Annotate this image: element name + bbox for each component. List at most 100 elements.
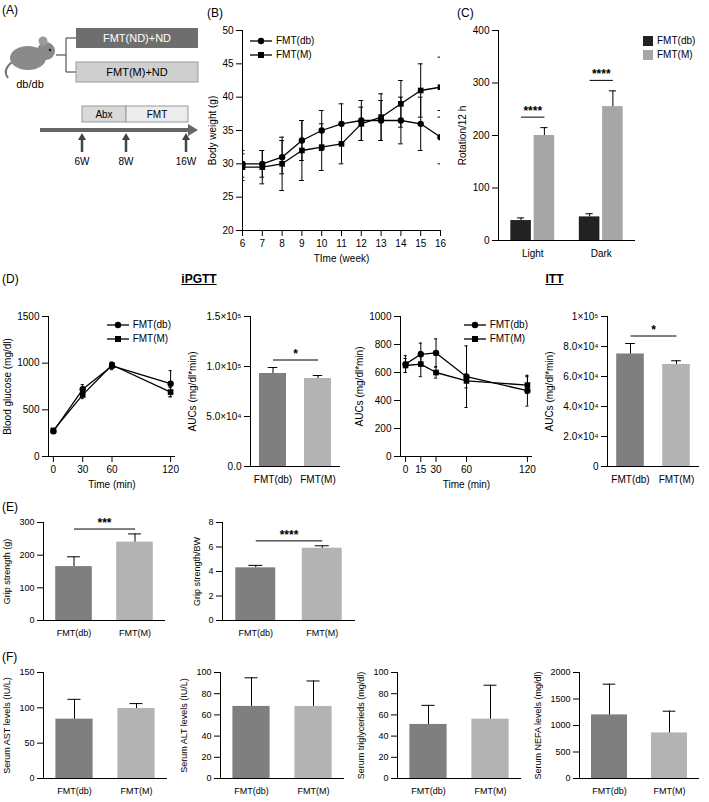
svg-text:35: 35	[222, 125, 234, 136]
svg-text:60: 60	[378, 710, 388, 720]
svg-text:1500: 1500	[550, 694, 570, 704]
svg-text:Rotation/12 h: Rotation/12 h	[457, 106, 468, 166]
svg-text:FMT(M): FMT(M)	[654, 786, 686, 796]
svg-text:15: 15	[415, 238, 427, 249]
svg-text:Grip strength/BW: Grip strength/BW	[192, 536, 202, 606]
svg-text:200: 200	[473, 130, 490, 141]
svg-text:FMT(M): FMT(M)	[475, 786, 507, 796]
svg-text:FMT(M)+ND: FMT(M)+ND	[106, 66, 167, 78]
svg-text:120: 120	[519, 464, 536, 475]
svg-text:100: 100	[196, 667, 211, 677]
svg-text:0: 0	[34, 451, 40, 462]
svg-text:600: 600	[375, 367, 392, 378]
svg-text:60: 60	[201, 710, 211, 720]
svg-text:Serum triglycerieds (mg/dl): Serum triglycerieds (mg/dl)	[356, 672, 366, 780]
svg-text:50: 50	[24, 738, 34, 748]
svg-text:200: 200	[19, 550, 34, 560]
svg-text:0: 0	[383, 773, 388, 783]
svg-text:FMT(db): FMT(db)	[239, 628, 274, 638]
svg-text:15: 15	[415, 464, 427, 475]
svg-text:60: 60	[461, 464, 473, 475]
svg-text:0: 0	[29, 773, 34, 783]
svg-text:Time (min): Time (min)	[443, 479, 490, 490]
svg-text:6.0×10⁴: 6.0×10⁴	[563, 371, 598, 382]
svg-text:200: 200	[375, 423, 392, 434]
svg-text:FMT(db): FMT(db)	[234, 786, 269, 796]
svg-text:0.0: 0.0	[228, 461, 242, 472]
svg-text:16: 16	[435, 238, 447, 249]
svg-text:FMT(db): FMT(db)	[57, 786, 92, 796]
svg-text:100: 100	[473, 182, 490, 193]
svg-text:40: 40	[201, 731, 211, 741]
svg-text:400: 400	[473, 25, 490, 36]
svg-text:Dark: Dark	[591, 248, 613, 259]
svg-text:80: 80	[201, 689, 211, 699]
svg-text:0: 0	[565, 773, 570, 783]
svg-text:FMT(ND)+ND: FMT(ND)+ND	[103, 32, 171, 44]
svg-text:100: 100	[373, 667, 388, 677]
svg-text:TIme (week): TIme (week)	[314, 253, 370, 264]
svg-text:Grip strength (g): Grip strength (g)	[2, 539, 12, 605]
svg-text:45: 45	[222, 58, 234, 69]
svg-text:20: 20	[201, 752, 211, 762]
svg-text:1000: 1000	[369, 311, 392, 322]
svg-text:Serum ALT levels (IU/L): Serum ALT levels (IU/L)	[179, 678, 189, 773]
svg-text:****: ****	[280, 528, 299, 542]
svg-text:300: 300	[19, 517, 34, 527]
svg-text:FMT(M): FMT(M)	[121, 786, 153, 796]
svg-text:FMT(M): FMT(M)	[659, 474, 695, 485]
svg-text:8: 8	[279, 238, 285, 249]
svg-text:50: 50	[222, 25, 234, 36]
svg-text:AUCs (mg/dl*min): AUCs (mg/dl*min)	[544, 351, 555, 431]
svg-text:25: 25	[222, 191, 234, 202]
svg-text:20: 20	[222, 225, 234, 236]
svg-text:800: 800	[375, 339, 392, 350]
svg-text:0: 0	[403, 464, 409, 475]
svg-text:2: 2	[208, 591, 213, 601]
svg-text:4: 4	[208, 566, 213, 576]
svg-text:Abx: Abx	[95, 109, 112, 120]
svg-text:40: 40	[222, 91, 234, 102]
svg-text:1500: 1500	[17, 311, 40, 322]
svg-text:30: 30	[77, 464, 89, 475]
svg-text:Serum NEFA levels (mg/dl): Serum NEFA levels (mg/dl)	[533, 671, 543, 779]
svg-text:FMT(db): FMT(db)	[411, 786, 446, 796]
svg-text:FMT(db): FMT(db)	[254, 474, 292, 485]
svg-text:8.0×10⁴: 8.0×10⁴	[563, 341, 598, 352]
svg-text:100: 100	[19, 703, 34, 713]
svg-text:10: 10	[316, 238, 328, 249]
svg-text:FMT(db): FMT(db)	[57, 628, 92, 638]
svg-text:FMT(M): FMT(M)	[298, 786, 330, 796]
svg-text:****: ****	[523, 104, 542, 118]
svg-text:1.0×10⁵: 1.0×10⁵	[206, 361, 241, 372]
svg-text:FMT(M): FMT(M)	[119, 628, 151, 638]
svg-text:1000: 1000	[17, 357, 40, 368]
svg-text:12: 12	[356, 238, 368, 249]
svg-text:500: 500	[555, 747, 570, 757]
svg-text:AUCs (mg/dl*min): AUCs (mg/dl*min)	[187, 351, 198, 431]
svg-text:FMT(M): FMT(M)	[306, 628, 338, 638]
svg-text:db/db: db/db	[16, 78, 44, 90]
svg-text:30: 30	[430, 464, 442, 475]
svg-text:0: 0	[206, 773, 211, 783]
svg-text:Light: Light	[522, 248, 544, 259]
svg-text:30: 30	[222, 158, 234, 169]
svg-text:6W: 6W	[75, 156, 91, 167]
svg-text:20: 20	[378, 752, 388, 762]
svg-text:0: 0	[484, 235, 490, 246]
svg-text:1×10⁵: 1×10⁵	[572, 311, 599, 322]
svg-text:40: 40	[378, 731, 388, 741]
svg-text:0: 0	[51, 464, 57, 475]
svg-text:****: ****	[592, 67, 611, 81]
svg-text:9: 9	[299, 238, 305, 249]
svg-text:7: 7	[260, 238, 266, 249]
svg-text:16W: 16W	[176, 156, 197, 167]
svg-text:60: 60	[106, 464, 118, 475]
svg-text:300: 300	[473, 77, 490, 88]
svg-text:FMT(db): FMT(db)	[592, 786, 627, 796]
svg-text:400: 400	[375, 395, 392, 406]
svg-text:***: ***	[97, 516, 111, 530]
svg-text:0: 0	[386, 451, 392, 462]
svg-text:8W: 8W	[119, 156, 135, 167]
svg-text:6: 6	[240, 238, 246, 249]
